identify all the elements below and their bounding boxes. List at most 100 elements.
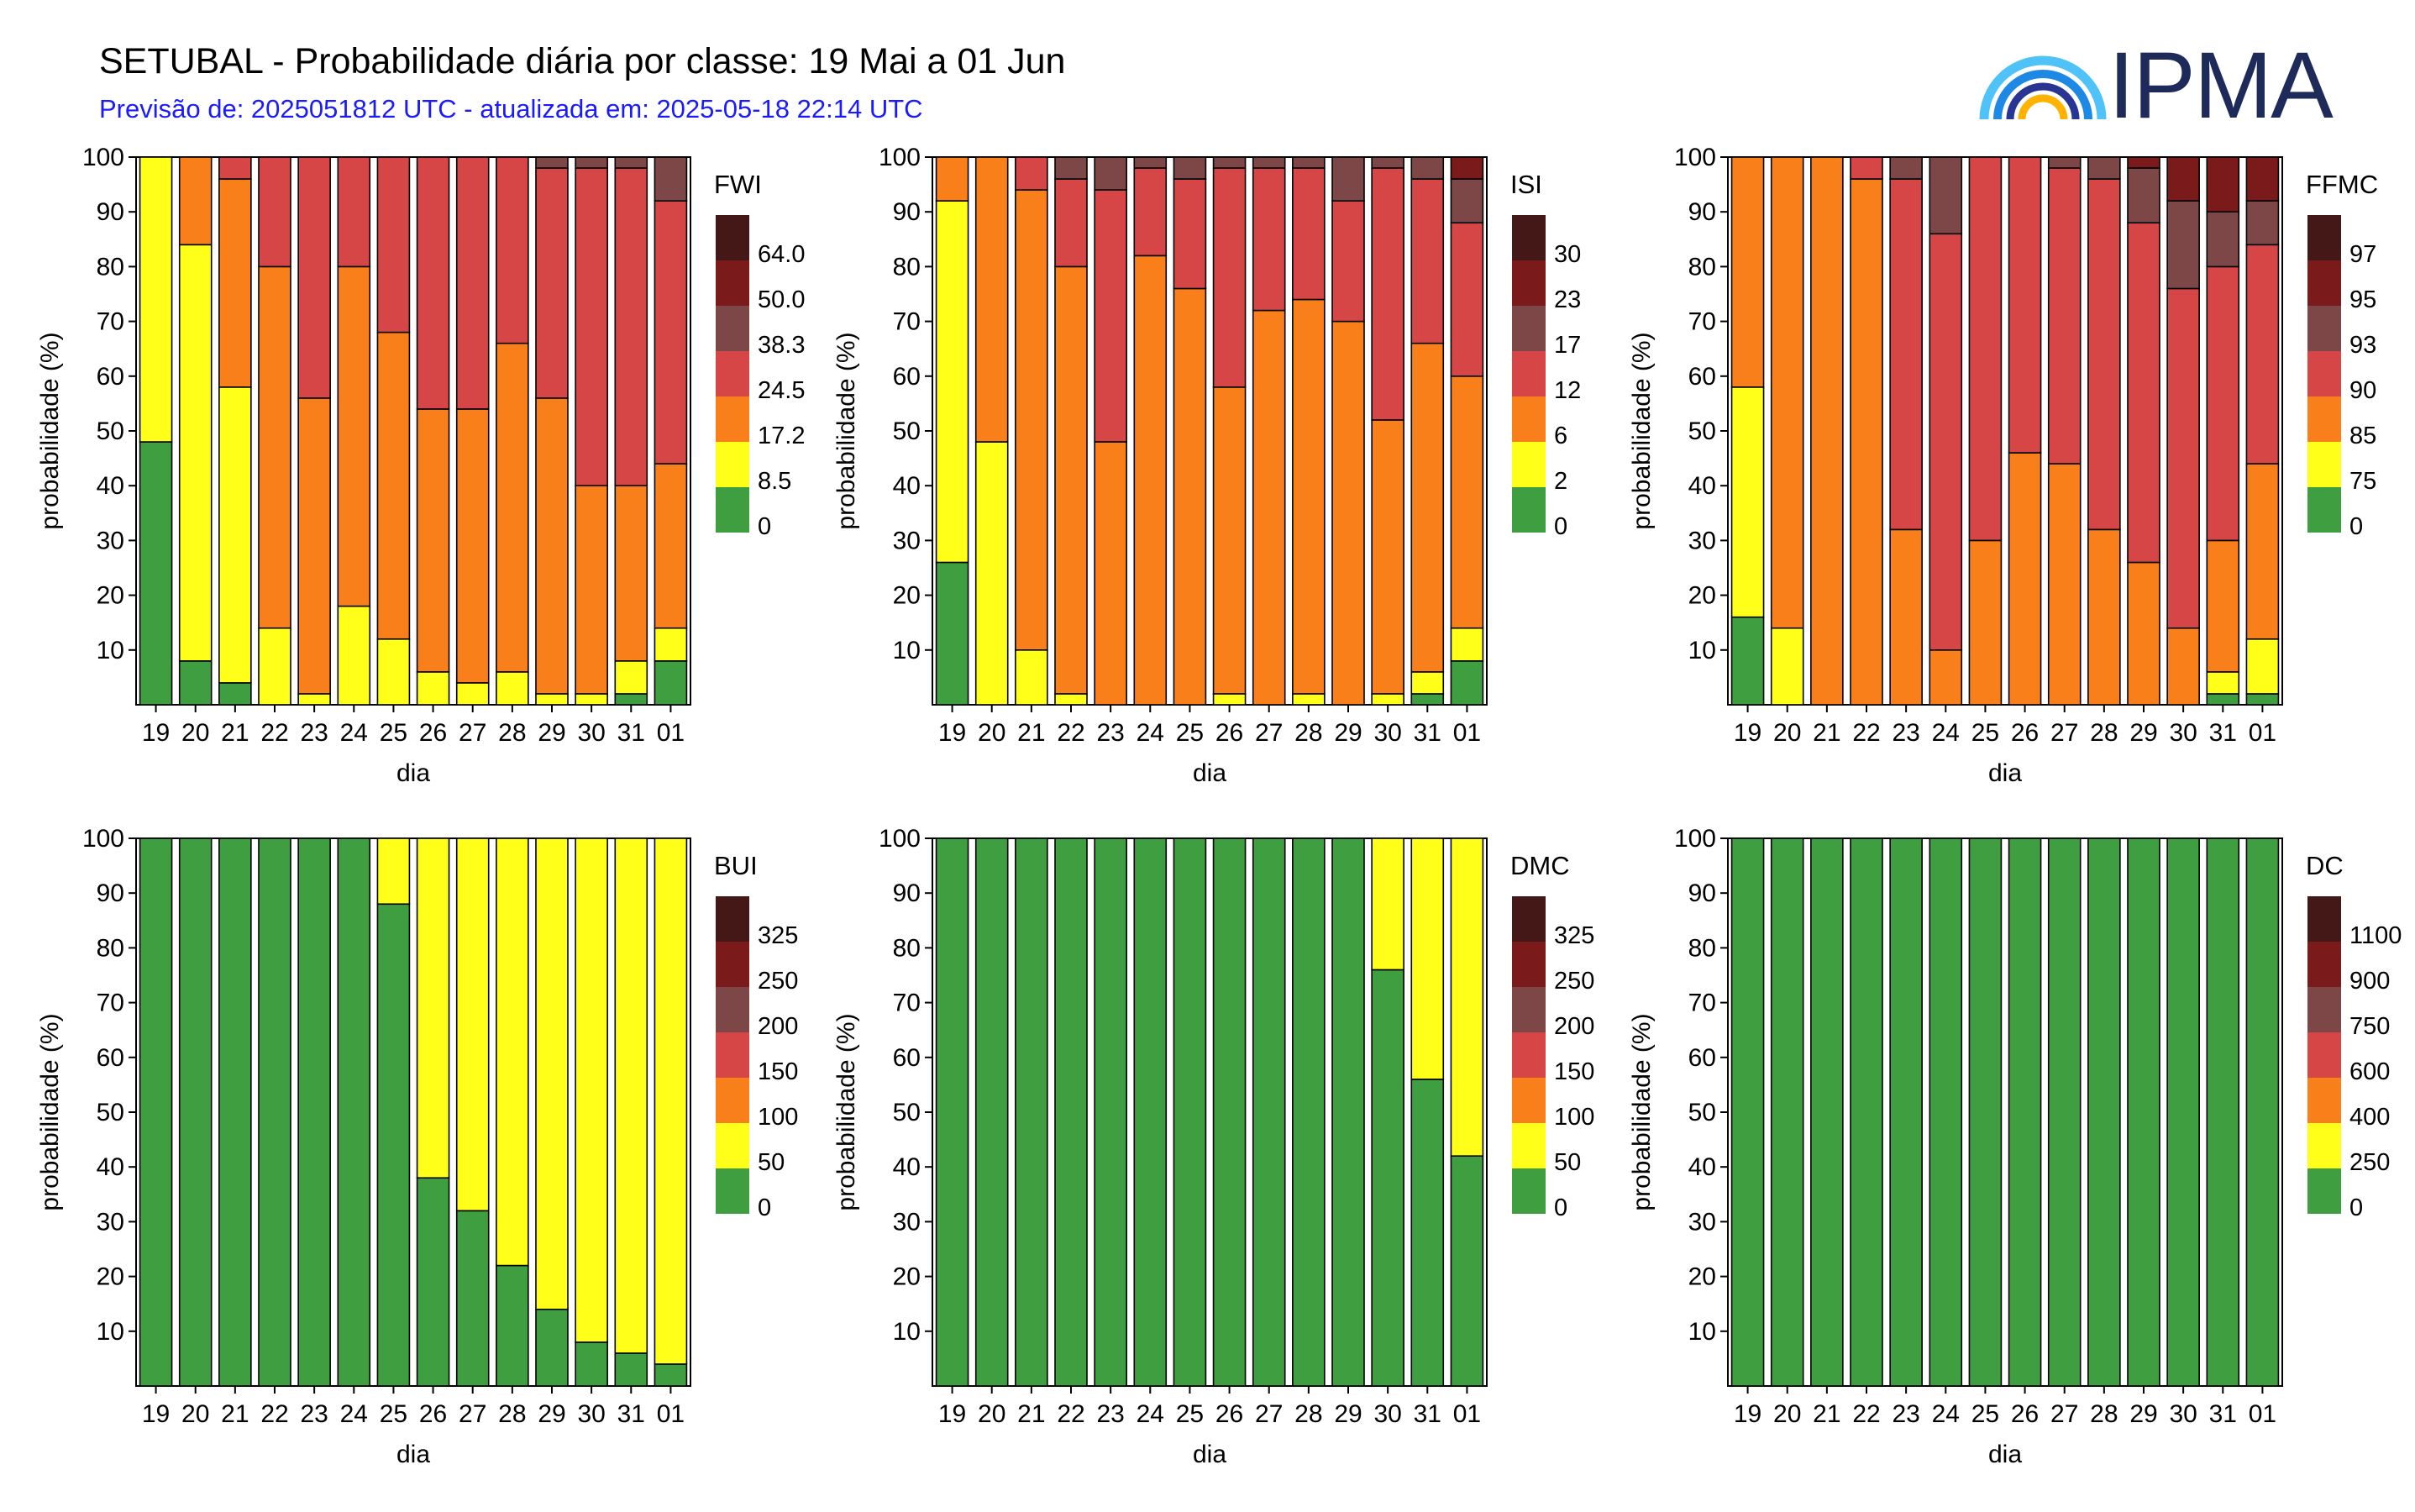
legend-swatch <box>1512 487 1546 533</box>
y-axis-label: probabilidade (%) <box>1628 332 1656 529</box>
bar-segment <box>2087 156 2121 180</box>
bar-segment <box>654 463 688 629</box>
y-tick-label: 20 <box>893 1263 921 1291</box>
bar-segment <box>455 837 490 1212</box>
y-tick-label: 30 <box>893 527 921 554</box>
x-tick-label: 30 <box>2169 1400 2197 1428</box>
y-tick-label: 70 <box>1688 990 1716 1017</box>
bar-segment <box>337 265 371 607</box>
x-tick-label: 26 <box>1215 1400 1243 1428</box>
bar-segment <box>1015 648 1048 706</box>
ipma-logo-text: IPMA <box>2108 33 2334 138</box>
legend-label: 325 <box>1554 922 1594 949</box>
bar-segment <box>1015 156 1048 191</box>
bar-segment <box>1133 255 1168 706</box>
bar-segment <box>1850 156 1883 180</box>
y-tick-label: 90 <box>1688 879 1716 907</box>
bar-segment <box>1730 386 1765 618</box>
x-tick-label: 28 <box>2090 1400 2118 1428</box>
bar-segment <box>1252 837 1286 1387</box>
bar-segment <box>2206 265 2240 542</box>
bar-segment <box>337 156 371 268</box>
legend-label: 23 <box>1554 286 1581 313</box>
bar-segment <box>1331 837 1365 1387</box>
legend-swatch <box>716 987 749 1032</box>
y-tick-label: 20 <box>1688 582 1716 610</box>
bar-segment <box>139 156 173 443</box>
x-tick-label: 01 <box>2249 1400 2276 1428</box>
bar-segment <box>1173 287 1207 706</box>
bar-segment <box>2245 638 2280 695</box>
x-tick-label: 19 <box>938 719 966 747</box>
legend-label: 100 <box>758 1104 798 1131</box>
legend-swatch <box>1512 306 1546 351</box>
y-tick-label: 60 <box>1688 363 1716 391</box>
x-tick-label: 20 <box>1773 719 1801 747</box>
bar-segment <box>654 1363 688 1387</box>
x-tick-label: 19 <box>142 1400 170 1428</box>
legend-label: 0 <box>2349 513 2363 540</box>
y-tick-label: 40 <box>1688 472 1716 500</box>
y-tick-label: 10 <box>893 637 921 664</box>
x-tick-label: 22 <box>1057 719 1084 747</box>
legend-label: 50.0 <box>758 286 805 313</box>
legend-swatch <box>2307 487 2341 533</box>
bar-segment <box>258 627 291 706</box>
bar-segment <box>1730 156 1765 388</box>
x-tick-label: 01 <box>657 719 685 747</box>
bar-segment <box>1252 167 1286 312</box>
bar-segment <box>1770 627 1804 706</box>
x-tick-label: 22 <box>1852 1400 1880 1428</box>
bar-segment <box>1730 837 1765 1387</box>
bar-segment <box>575 1341 608 1387</box>
bar-segment <box>1889 528 1923 706</box>
y-tick-label: 40 <box>893 1153 921 1181</box>
bar-segment <box>2127 222 2160 564</box>
bar-segment <box>1968 156 2003 542</box>
bar-segment <box>416 156 450 410</box>
y-tick-label: 100 <box>82 825 124 853</box>
legend-label: 95 <box>2349 286 2376 313</box>
x-tick-label: 20 <box>181 1400 209 1428</box>
bar-segment <box>2245 156 2280 202</box>
legend-swatch <box>1512 215 1546 260</box>
bar-segment <box>337 605 371 706</box>
bar-segment <box>218 386 252 684</box>
legend-label: 150 <box>758 1058 798 1085</box>
x-tick-label: 24 <box>340 1400 368 1428</box>
legend-swatch <box>2307 896 2341 942</box>
bar-segment <box>535 693 569 706</box>
y-tick-label: 60 <box>97 1044 124 1072</box>
bar-segment <box>1252 309 1286 706</box>
x-tick-label: 31 <box>1414 719 1441 747</box>
x-tick-label: 31 <box>2209 719 2237 747</box>
x-tick-label: 30 <box>2169 719 2197 747</box>
bar-segment <box>2206 837 2240 1387</box>
bar-segment <box>614 485 648 662</box>
bar-segment <box>1173 837 1207 1387</box>
x-axis-label: dia <box>1193 759 1226 787</box>
legend-label: 50 <box>758 1149 785 1176</box>
x-tick-label: 31 <box>617 719 645 747</box>
bar-segment <box>218 837 252 1387</box>
page-title: SETUBAL - Probabilidade diária por class… <box>99 41 1066 81</box>
y-tick-label: 40 <box>97 1153 124 1181</box>
x-tick-label: 29 <box>538 719 565 747</box>
x-tick-label: 20 <box>978 719 1005 747</box>
x-tick-label: 20 <box>181 719 209 747</box>
bar-segment <box>1212 693 1247 706</box>
legend-swatch <box>1512 396 1546 442</box>
bar-segment <box>654 156 688 202</box>
y-tick-label: 30 <box>1688 527 1716 554</box>
y-tick-label: 70 <box>97 990 124 1017</box>
bar-segment <box>575 167 608 486</box>
y-tick-label: 80 <box>1688 934 1716 962</box>
x-tick-label: 31 <box>1414 1400 1441 1428</box>
bar-segment <box>2206 211 2240 268</box>
legend-label: 250 <box>2349 1149 2390 1176</box>
legend-swatch <box>716 487 749 533</box>
bar-segment <box>1410 156 1445 180</box>
x-tick-label: 28 <box>1294 719 1322 747</box>
y-tick-label: 100 <box>879 144 921 171</box>
bar-segment <box>1252 156 1286 169</box>
